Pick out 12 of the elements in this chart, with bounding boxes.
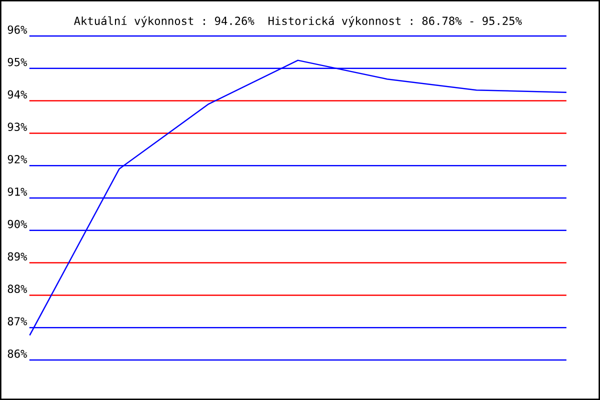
y-tick-label: 87% xyxy=(8,317,28,326)
y-tick-label: 88% xyxy=(8,284,28,294)
y-tick-label: 96% xyxy=(8,25,28,34)
y-tick-label: 90% xyxy=(8,220,28,228)
y-tick-label: 86% xyxy=(8,349,28,358)
y-tick-label: 94% xyxy=(8,90,28,99)
y-tick-label: 95% xyxy=(8,58,28,66)
y-tick-label: 91% xyxy=(8,187,28,196)
y-tick-label: 93% xyxy=(8,122,28,132)
y-tick-label: 92% xyxy=(8,155,28,164)
y-tick-label: 89% xyxy=(8,252,28,261)
chart-title: Aktuální výkonnost : 94.26% Historická výkonnost : 86.78% - 95.25% xyxy=(74,16,522,28)
